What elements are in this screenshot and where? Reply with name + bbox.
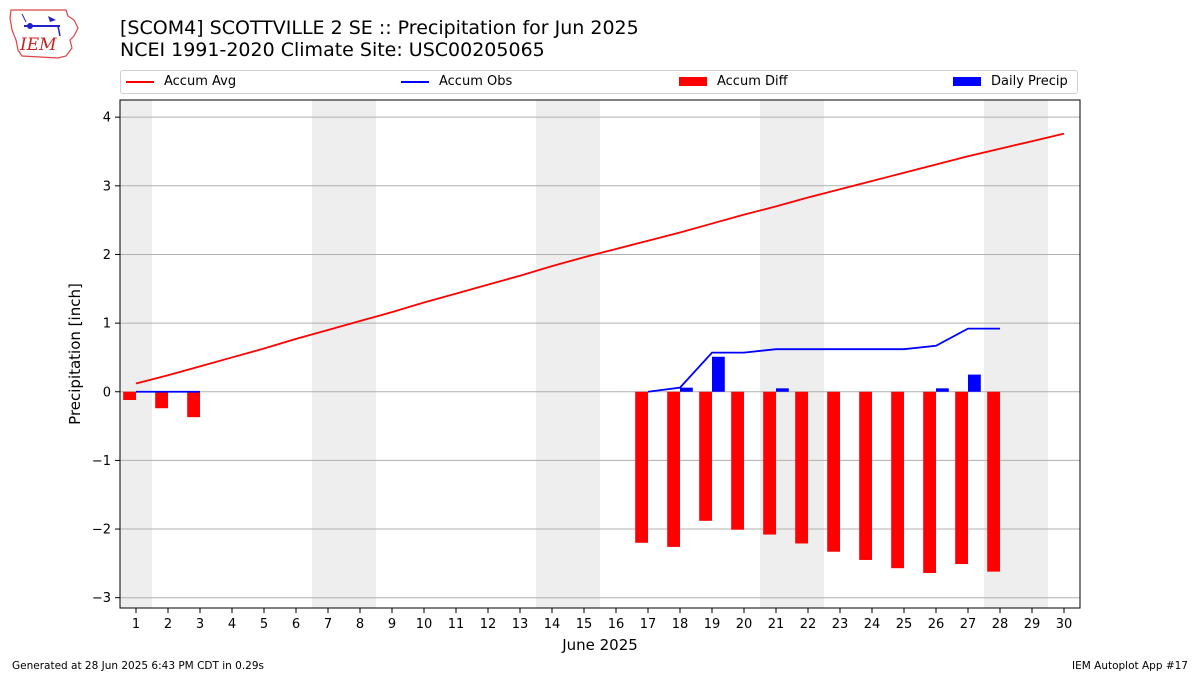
y-tick-label: −3	[92, 591, 111, 606]
legend-swatch-accum-diff	[679, 77, 707, 86]
x-tick-label: 22	[800, 617, 817, 632]
y-tick-label: 2	[103, 248, 111, 263]
logo-text: IEM	[19, 35, 57, 55]
x-tick-label: 23	[832, 617, 849, 632]
legend-label-accum-avg: Accum Avg	[164, 74, 237, 89]
bar-accum-diff	[155, 391, 168, 409]
x-tick-label: 4	[228, 617, 236, 632]
y-tick-label: 4	[103, 111, 111, 126]
x-tick-label: 17	[640, 617, 657, 632]
x-tick-label: 12	[480, 617, 497, 632]
bar-accum-diff	[123, 391, 136, 400]
bar-daily-precip	[776, 388, 789, 392]
bar-daily-precip	[936, 388, 949, 392]
y-tick-label: −1	[92, 454, 111, 469]
y-tick-label: 3	[103, 179, 111, 194]
legend-entry-accum-avg: Accum Avg	[126, 74, 236, 89]
legend-swatch-accum-avg	[126, 80, 154, 83]
x-tick-label: 7	[324, 617, 332, 632]
x-tick-label: 30	[1056, 617, 1073, 632]
weekend-band-2	[536, 100, 600, 608]
bar-accum-diff	[635, 391, 648, 543]
iem-logo: IEM	[8, 6, 80, 60]
chart-legend: Accum Avg Accum Obs Accum Diff Daily Pre…	[120, 70, 1078, 94]
bar-accum-diff	[923, 391, 936, 573]
bar-accum-diff	[699, 391, 712, 521]
bar-accum-diff	[731, 391, 744, 530]
x-tick-label: 21	[768, 617, 785, 632]
footer-app-id: IEM Autoplot App #17	[1072, 660, 1188, 672]
x-tick-label: 26	[928, 617, 945, 632]
bar-accum-diff	[987, 391, 1000, 572]
bar-daily-precip	[968, 374, 981, 392]
x-tick-label: 10	[416, 617, 433, 632]
legend-label-accum-obs: Accum Obs	[439, 74, 513, 89]
legend-entry-daily-precip: Daily Precip	[953, 74, 1068, 89]
x-tick-label: 15	[576, 617, 593, 632]
bar-accum-diff	[795, 391, 808, 544]
x-tick-label: 29	[1024, 617, 1041, 632]
legend-label-daily-precip: Daily Precip	[991, 74, 1068, 89]
x-tick-label: 28	[992, 617, 1009, 632]
x-tick-label: 1	[132, 617, 140, 632]
line-accum-avg	[135, 132, 1065, 385]
bar-accum-diff	[891, 391, 904, 569]
plot-frame	[119, 99, 1081, 609]
bar-accum-diff	[955, 391, 968, 565]
x-tick-label: 14	[544, 617, 561, 632]
x-tick-label: 25	[896, 617, 913, 632]
weekend-band-0	[120, 100, 152, 608]
x-tick-label: 20	[736, 617, 753, 632]
x-tick-label: 9	[388, 617, 396, 632]
x-tick-label: 3	[196, 617, 204, 632]
x-tick-label: 11	[448, 617, 465, 632]
x-tick-label: 19	[704, 617, 721, 632]
legend-label-accum-diff: Accum Diff	[717, 74, 788, 89]
x-tick-label: 8	[356, 617, 364, 632]
x-tick-label: 5	[260, 617, 268, 632]
footer-generated: Generated at 28 Jun 2025 6:43 PM CDT in …	[12, 660, 265, 672]
x-tick-label: 24	[864, 617, 881, 632]
x-tick-label: 16	[608, 617, 625, 632]
legend-swatch-accum-obs	[401, 80, 429, 83]
chart-title: [SCOM4] SCOTTVILLE 2 SE :: Precipitation…	[120, 17, 639, 39]
y-axis-label: Precipitation [inch]	[66, 283, 84, 425]
x-tick-label: 13	[512, 617, 529, 632]
x-tick-label: 27	[960, 617, 977, 632]
x-tick-label: 2	[164, 617, 172, 632]
weekend-band-1	[312, 100, 376, 608]
legend-entry-accum-diff: Accum Diff	[679, 74, 788, 89]
bar-accum-diff	[763, 391, 776, 535]
bar-daily-precip	[712, 356, 725, 392]
x-tick-label: 18	[672, 617, 689, 632]
x-tick-label: 6	[292, 617, 300, 632]
line-accum-obs	[647, 327, 1000, 393]
bar-accum-diff	[667, 391, 680, 547]
x-axis-label: June 2025	[561, 636, 638, 654]
bar-accum-diff	[827, 391, 840, 552]
legend-entry-accum-obs: Accum Obs	[401, 74, 512, 89]
bar-daily-precip	[680, 387, 693, 392]
chart-subtitle: NCEI 1991-2020 Climate Site: USC00205065	[120, 39, 545, 61]
legend-swatch-daily-precip	[953, 77, 981, 86]
y-tick-label: 1	[103, 317, 111, 332]
y-tick-label: −2	[92, 523, 111, 538]
bar-accum-diff	[859, 391, 872, 560]
bar-accum-diff	[187, 391, 200, 418]
y-tick-label: 0	[103, 385, 111, 400]
